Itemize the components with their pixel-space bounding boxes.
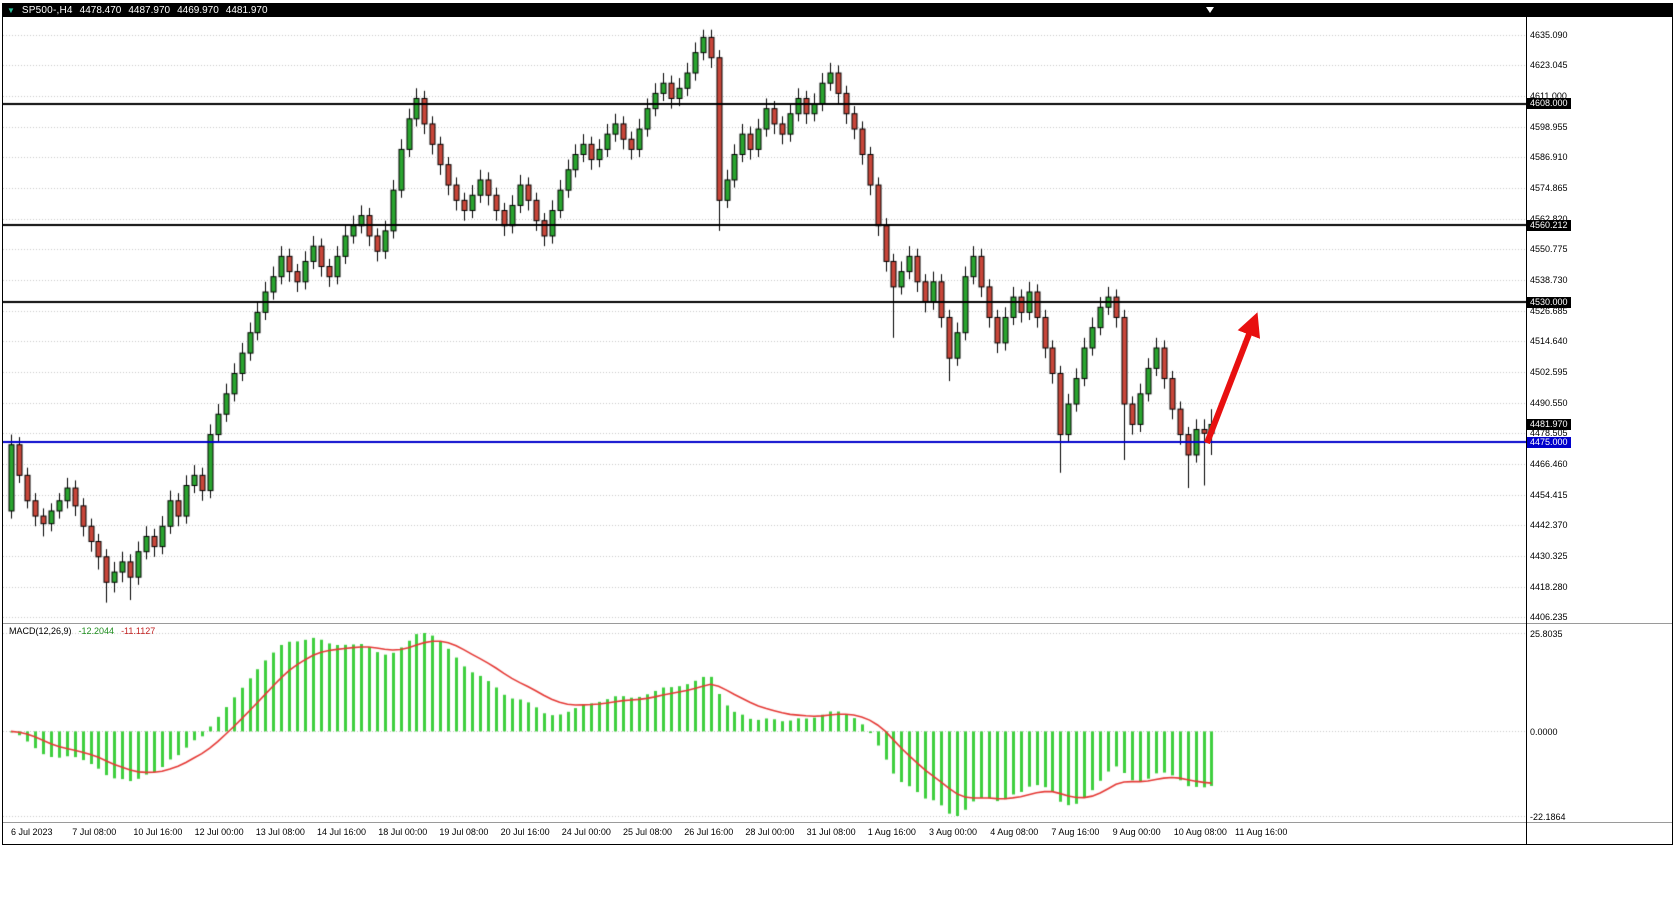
time-axis-label: 13 Jul 08:00 [255, 827, 305, 837]
time-axis-label: 24 Jul 00:00 [561, 827, 611, 837]
price-tag: 4481.970 [1527, 418, 1571, 430]
time-axis-label: 18 Jul 00:00 [378, 827, 428, 837]
price-tick-label: 4514.640 [1530, 336, 1568, 347]
price-tick-label: 4442.370 [1530, 520, 1568, 531]
time-axis-label: 20 Jul 16:00 [500, 827, 550, 837]
price-tick-label: 4478.505 [1530, 428, 1568, 439]
price-tick-label: 4586.910 [1530, 152, 1568, 163]
price-tick-label: 4538.730 [1530, 274, 1568, 285]
ohlc-open-value: 4478.470 [79, 5, 122, 16]
time-axis-label: 31 Jul 08:00 [806, 827, 856, 837]
time-axis-label: 26 Jul 16:00 [684, 827, 734, 837]
time-axis[interactable]: 6 Jul 2023 7 Jul 08:00 10 Jul 16:00 12 Jul … [3, 823, 1526, 844]
price-tick-label: 4490.550 [1530, 397, 1568, 408]
time-axis-label: 11 Aug 16:00 [1235, 827, 1288, 837]
macd-main-value: -12.2044 [78, 626, 115, 636]
ohlc-close-value: 4481.970 [225, 5, 268, 16]
price-tick-label: 4574.865 [1530, 182, 1568, 193]
macd-scale-label: -22.1864 [1530, 811, 1566, 822]
time-axis-label: 10 Jul 16:00 [133, 827, 183, 837]
chart-title-bar: ▼ SP500-,H4 4478.470 4487.970 4469.970 4… [3, 4, 1672, 17]
time-axis-label: 3 Aug 00:00 [929, 827, 978, 837]
time-axis-label: 25 Jul 08:00 [623, 827, 673, 837]
price-tick-label: 4454.415 [1530, 489, 1568, 500]
price-tag: 4560.212 [1527, 219, 1571, 231]
chart-shift-marker-icon[interactable] [1206, 7, 1214, 13]
time-axis-label: 6 Jul 2023 [11, 827, 53, 837]
price-tick-label: 4418.280 [1530, 581, 1568, 592]
ohlc-high-value: 4487.970 [128, 5, 171, 16]
macd-signal-value: -11.1127 [121, 626, 156, 636]
arrow-shaft[interactable] [1204, 312, 1261, 445]
price-tag: 4608.000 [1527, 98, 1571, 110]
macd-indicator-label: MACD(12,26,9) -12.2044 -11.1127 [9, 626, 155, 636]
time-axis-label: 9 Aug 00:00 [1112, 827, 1161, 837]
macd-scale-label: 25.8035 [1530, 628, 1563, 639]
price-tick-label: 4466.460 [1530, 458, 1568, 469]
axis-separator-line [1526, 17, 1527, 844]
main-chart-canvas[interactable] [3, 17, 1526, 623]
time-axis-label: 10 Aug 08:00 [1173, 827, 1227, 837]
macd-scale-label: 0.0000 [1530, 726, 1558, 737]
macd-canvas[interactable] [3, 624, 1526, 822]
price-tick-label: 4562.820 [1530, 213, 1568, 224]
price-tick-label: 4526.685 [1530, 305, 1568, 316]
price-tick-label: 4611.000 [1530, 90, 1567, 101]
ohlc-low-value: 4469.970 [177, 5, 219, 16]
time-axis-label: 28 Jul 00:00 [745, 827, 795, 837]
price-tick-label: 4635.090 [1530, 29, 1568, 40]
symbol-dropdown-icon[interactable]: ▼ [7, 6, 15, 15]
price-tick-label: 4430.325 [1530, 550, 1568, 561]
time-axis-label: 12 Jul 00:00 [194, 827, 244, 837]
time-axis-label: 4 Aug 08:00 [990, 827, 1039, 837]
price-tick-label: 4406.235 [1530, 612, 1568, 623]
panel-separator[interactable] [3, 822, 1672, 823]
price-tick-label: 4550.775 [1530, 244, 1568, 255]
price-tick-label: 4598.955 [1530, 121, 1568, 132]
symbol-timeframe-label: SP500-,H4 [21, 5, 73, 16]
time-axis-label: 19 Jul 08:00 [439, 827, 489, 837]
time-axis-label: 14 Jul 16:00 [317, 827, 367, 837]
trend-arrow[interactable] [3, 17, 1526, 623]
macd-name: MACD(12,26,9) [9, 626, 72, 636]
chart-frame: ▼ SP500-,H4 4478.470 4487.970 4469.970 4… [2, 3, 1673, 845]
time-axis-label: 7 Jul 08:00 [72, 827, 117, 837]
price-tag: 4530.000 [1527, 296, 1571, 308]
panel-separator[interactable] [3, 623, 1672, 624]
price-tag: 4475.000 [1527, 436, 1571, 448]
price-tick-label: 4502.595 [1530, 366, 1568, 377]
time-axis-label: 7 Aug 16:00 [1051, 827, 1100, 837]
time-axis-label: 1 Aug 16:00 [867, 827, 916, 837]
price-tick-label: 4623.045 [1530, 60, 1568, 71]
